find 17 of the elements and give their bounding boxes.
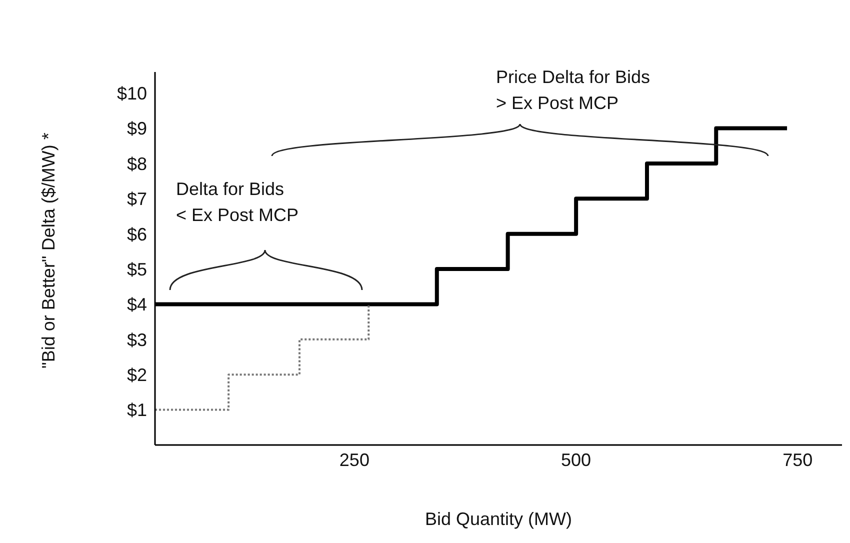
y-tick-label: $2 [126,365,147,386]
y-tick-label: $7 [126,189,147,210]
annotation: Delta for Bids < Ex Post MCP [176,178,299,227]
y-tick-label: $3 [126,330,147,350]
y-tick-label: $9 [126,118,147,139]
x-axis-title: Bid Quantity (MW) [424,509,572,529]
y-axis-title: "Bid or Better" Delta ($/MW) * [38,132,58,368]
x-tick-label: 750 [782,450,813,470]
x-tick-label: 500 [561,450,592,470]
y-tick-label: $6 [126,224,147,244]
x-tick-label: 250 [339,450,370,470]
y-tick-label: $1 [126,400,147,420]
y-tick-label: $10 [116,84,147,104]
y-tick-label: $5 [126,259,147,280]
y-tick-label: $4 [126,294,147,315]
annotation: Price Delta for Bids > Ex Post MCP [496,66,650,115]
y-tick-label: $8 [126,154,147,174]
